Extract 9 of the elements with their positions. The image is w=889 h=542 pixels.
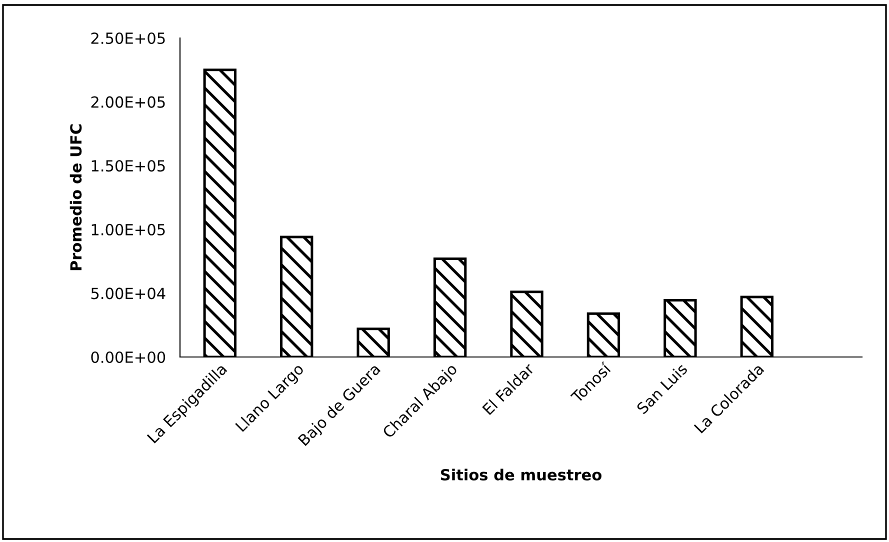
y-tick-label: 2.00E+05 [91, 96, 165, 108]
y-tick-label: 0.00E+00 [91, 351, 166, 364]
y-axis-title: Promedio de UFC [70, 124, 82, 270]
y-tick-label: 1.00E+05 [92, 224, 165, 236]
y-tick-label: 2.50E+05 [91, 32, 165, 44]
x-axis-title: Sitios de muestreo [440, 468, 602, 481]
y-tick-label: 1.50E+05 [92, 160, 165, 172]
y-tick-label: 5.00E+04 [91, 288, 166, 300]
x-tick-label: San Luis [636, 362, 688, 415]
